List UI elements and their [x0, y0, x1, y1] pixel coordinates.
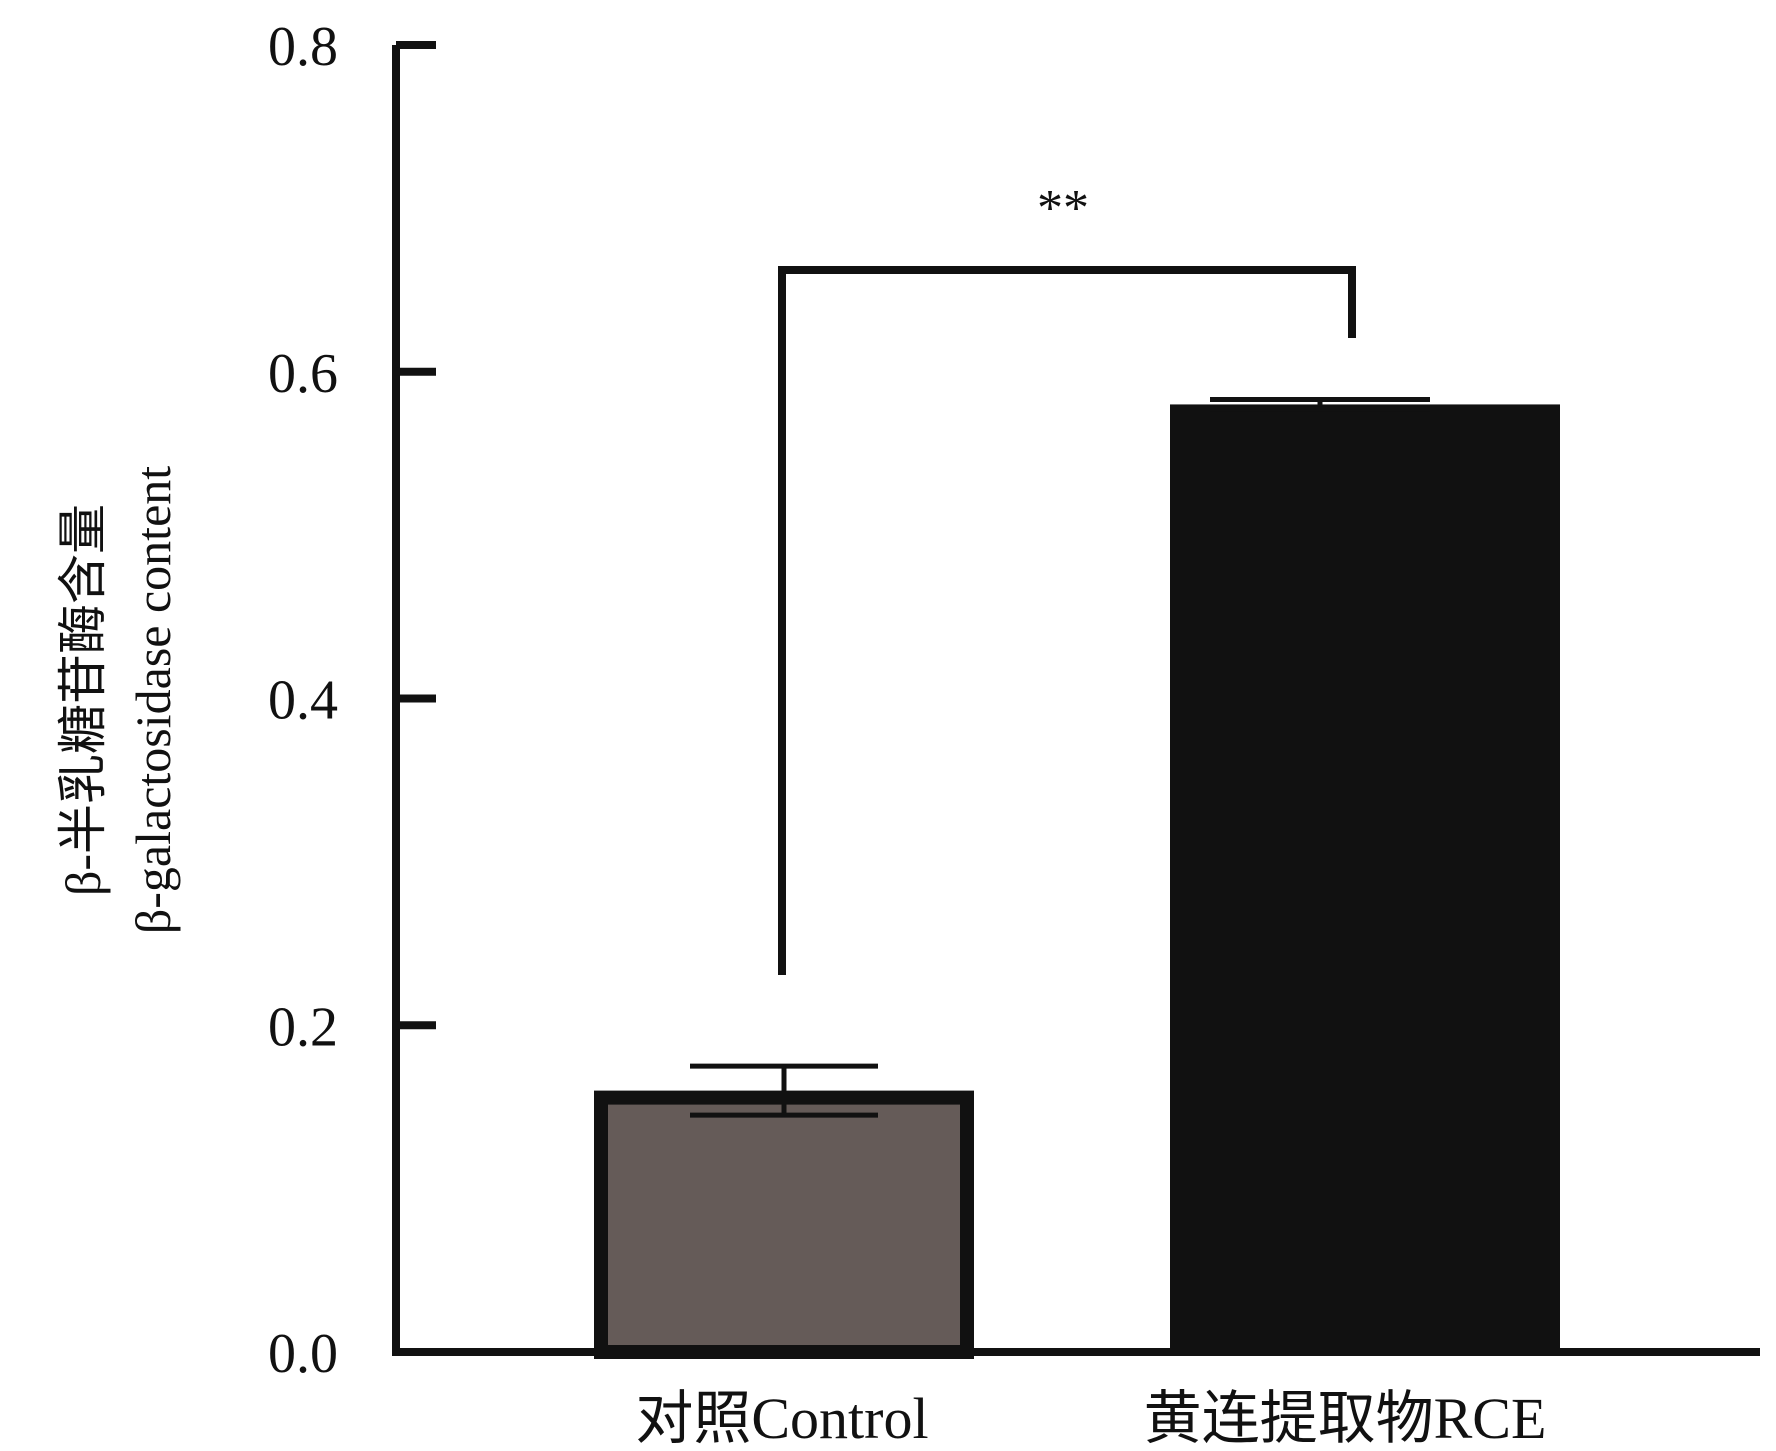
significance-bracket: **: [778, 180, 1356, 975]
category-labels: 对照Control 黄连提取物RCE: [635, 1386, 1546, 1451]
y-axis-label-line-2: β-galactosidase content: [125, 466, 181, 934]
significance-label: **: [1037, 180, 1089, 237]
bar-control: [594, 1090, 974, 1359]
significance-bracket-line: [778, 266, 1356, 975]
bars: [594, 404, 1560, 1359]
y-axis-label-line-1: β-半乳糖苷酶含量: [55, 504, 111, 896]
y-axis-label: β-半乳糖苷酶含量 β-galactosidase content: [55, 466, 181, 934]
y-tick-label: 0.2: [268, 996, 338, 1058]
y-tick-label: 0.6: [268, 343, 338, 405]
y-ticks: 0.0 0.2 0.4 0.6 0.8: [268, 16, 436, 1385]
bar-rce: [1170, 404, 1560, 1352]
x-category-label: 黄连提取物RCE: [1144, 1386, 1547, 1451]
x-category-label: 对照Control: [635, 1386, 928, 1451]
error-bars: [690, 397, 1430, 1118]
y-tick-label: 0.8: [268, 16, 338, 78]
y-tick-label: 0.4: [268, 670, 338, 732]
y-tick-label: 0.0: [268, 1323, 338, 1385]
